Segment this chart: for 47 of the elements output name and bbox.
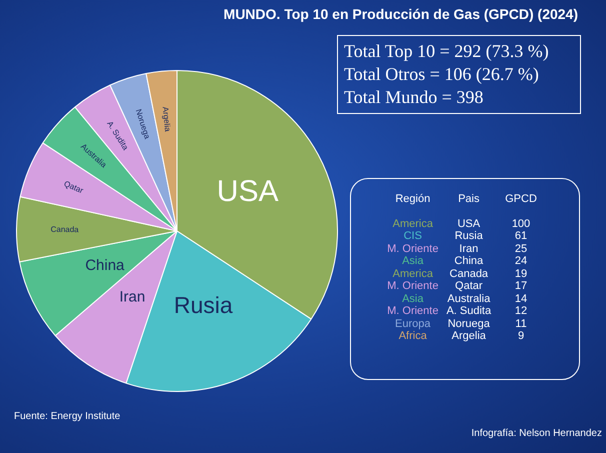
category-label: Australia — [447, 292, 490, 304]
category-label: Rusia — [454, 230, 483, 242]
category-label: USA — [457, 218, 480, 230]
data-label: 25 — [514, 242, 528, 255]
legend-title: Región — [394, 193, 432, 207]
legend-label: Africa — [398, 330, 428, 342]
source-note: Fuente: Energy Institute — [14, 411, 120, 422]
category-label: Iran — [119, 288, 146, 306]
text: M. Oriente — [387, 305, 438, 317]
legend-label: M. Oriente — [386, 242, 440, 255]
text: Total Top 10 = 292 (73.3 %) — [344, 40, 550, 63]
category-label: China — [85, 257, 126, 274]
text: GPCD — [504, 193, 538, 207]
data-label: 61 — [514, 230, 528, 242]
category-label: Qatar — [62, 179, 85, 196]
category-label: China — [454, 255, 484, 267]
category-label: Noruega — [448, 318, 490, 330]
legend-label: CIS — [402, 230, 423, 242]
text: MUNDO. Top 10 en Producción de Gas (GPCD) (2024) — [224, 6, 578, 22]
category-label: Iran — [459, 242, 478, 254]
data-label: 12 — [514, 305, 528, 318]
data-label: 19 — [514, 268, 528, 280]
legend-label: Europa — [394, 318, 432, 330]
category-label: Argelia — [160, 106, 172, 133]
legend-label: Asia — [401, 255, 424, 268]
legend-label: America — [392, 218, 434, 230]
text: Infografía: Nelson Hernandez — [471, 428, 602, 439]
text: Asia — [402, 292, 424, 304]
category-label: USA — [216, 175, 278, 208]
data-label: 9 — [516, 330, 526, 342]
data-label: 17 — [514, 280, 528, 292]
category-label: Canada — [450, 268, 488, 280]
text: M. Oriente — [387, 280, 438, 292]
data-label: 11 — [514, 318, 528, 330]
data-label: 24 — [514, 255, 528, 268]
category-label: Noruega — [134, 108, 152, 140]
category-label: Argelia — [452, 330, 486, 342]
data-label: 14 — [514, 292, 528, 305]
data-label: 100 — [510, 218, 532, 230]
text: America — [392, 268, 433, 280]
text: Total Otros = 106 (26.7 %) — [344, 63, 540, 86]
category-label: Qatar — [455, 280, 483, 292]
category-label: A. Sudita — [446, 305, 492, 317]
category-label: Canada — [50, 224, 80, 234]
category-label: Rusia — [174, 292, 233, 318]
text: Pais — [457, 193, 480, 207]
text: Total Mundo = 398 — [344, 86, 484, 109]
